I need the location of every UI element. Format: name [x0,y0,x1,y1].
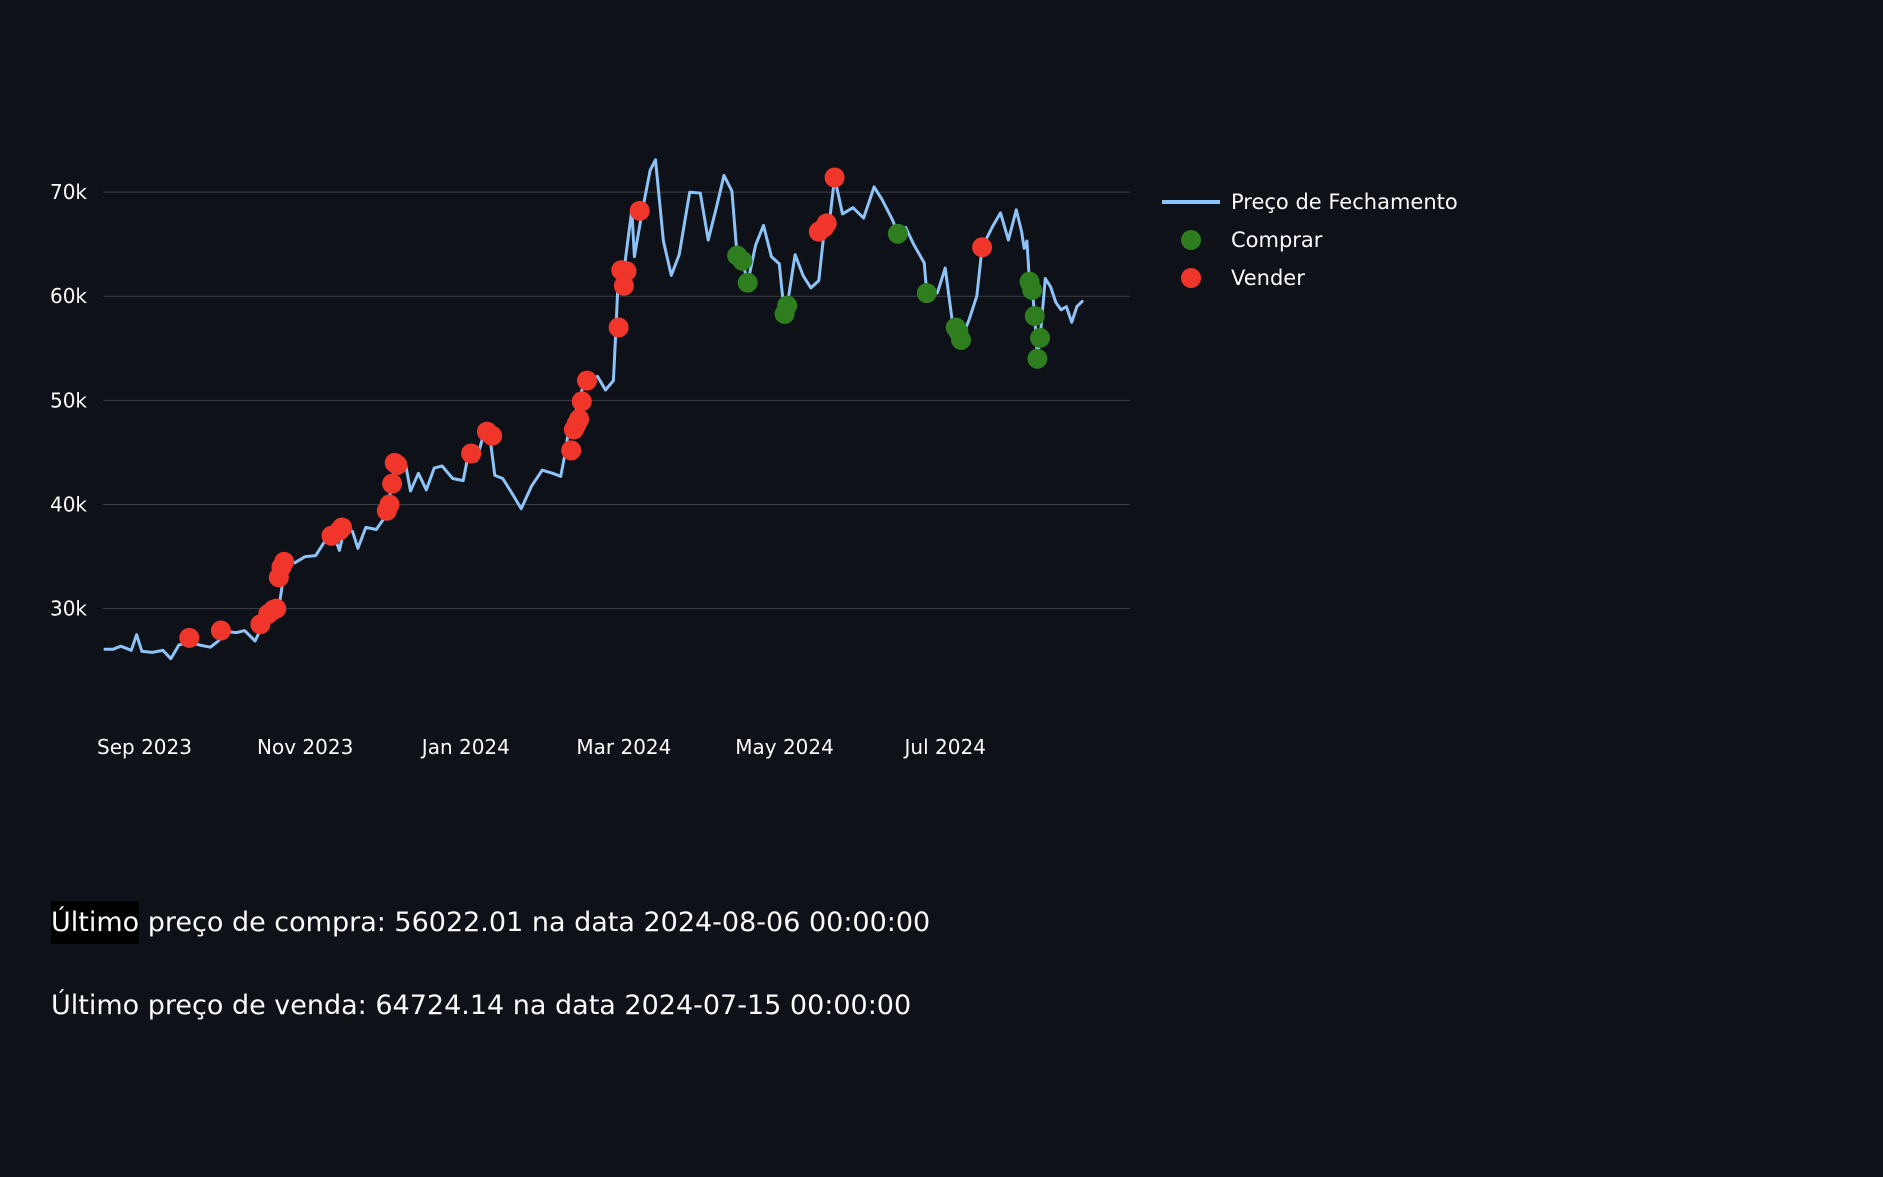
legend-item[interactable]: Preço de Fechamento [1162,190,1458,214]
sell-marker [266,598,287,619]
y-tick-label: 50k [50,388,87,412]
last-buy-rest: preço de compra: 56022.01 na data 2024-0… [139,907,931,938]
y-tick-label: 30k [50,597,87,621]
sell-marker [274,551,295,572]
price-chart-svg: 30k 40k 50k 60k 70k Sep 2023 Nov 2023 Jan 2024… [50,158,1458,759]
legend-marker-swatch [1181,268,1201,288]
buy-marker [732,250,753,271]
last-buy-highlight: Último [51,901,140,944]
x-tick-label: Jan 2024 [420,735,510,759]
legend-label: Preço de Fechamento [1231,190,1458,214]
buy-marker [777,295,798,316]
sell-marker [332,517,353,538]
legend-item[interactable]: Comprar [1181,228,1323,252]
last-buy-price-text: Último preço de compra: 56022.01 na data… [51,901,931,944]
x-tick-label: Nov 2023 [257,735,353,759]
sell-marker [577,370,598,391]
buy-marker [1030,327,1051,348]
sell-marker [561,440,582,461]
x-tick-label: Mar 2024 [576,735,671,759]
sell-marker [569,409,590,430]
sell-marker [629,200,650,221]
y-tick-label: 40k [50,493,87,517]
price-chart: 30k 40k 50k 60k 70k Sep 2023 Nov 2023 Jan 2024… [50,158,1458,759]
signal-markers [179,167,1051,648]
buy-marker [951,329,972,350]
buy-marker [1027,348,1048,369]
legend-label: Vender [1231,266,1305,290]
sell-marker [461,443,482,464]
sell-marker [824,167,845,188]
legend-marker-swatch [1181,230,1201,250]
close-price-line-layer [103,158,1084,661]
sell-marker [210,620,231,641]
y-tick-label: 70k [50,180,87,204]
buy-marker [737,272,758,293]
buy-marker [1022,279,1043,300]
sell-marker [382,473,403,494]
sell-marker [608,317,629,338]
last-sell-price-text: Último preço de venda: 64724.14 na data … [51,990,912,1021]
sell-marker [482,425,503,446]
legend[interactable]: Preço de Fechamento Comprar Vender [1162,190,1458,290]
y-tick-label: 60k [50,284,87,308]
x-tick-label: May 2024 [735,735,834,759]
sell-marker [972,237,993,258]
legend-label: Comprar [1231,228,1323,252]
sell-marker [571,391,592,412]
x-axis-ticks: Sep 2023 Nov 2023 Jan 2024 Mar 2024 May 2024… [97,735,986,759]
close-price-line [103,158,1084,661]
legend-item[interactable]: Vender [1181,266,1305,290]
buy-marker [887,223,908,244]
sell-marker [179,627,200,648]
gridlines [103,191,1130,610]
y-axis-ticks: 30k 40k 50k 60k 70k [50,180,87,621]
buy-marker [1024,306,1045,327]
buy-marker [916,283,937,304]
x-tick-label: Jul 2024 [903,735,986,759]
sell-marker [387,454,408,475]
sell-marker [379,494,400,515]
x-tick-label: Sep 2023 [97,735,192,759]
sell-marker [816,213,837,234]
sell-marker [616,261,637,282]
